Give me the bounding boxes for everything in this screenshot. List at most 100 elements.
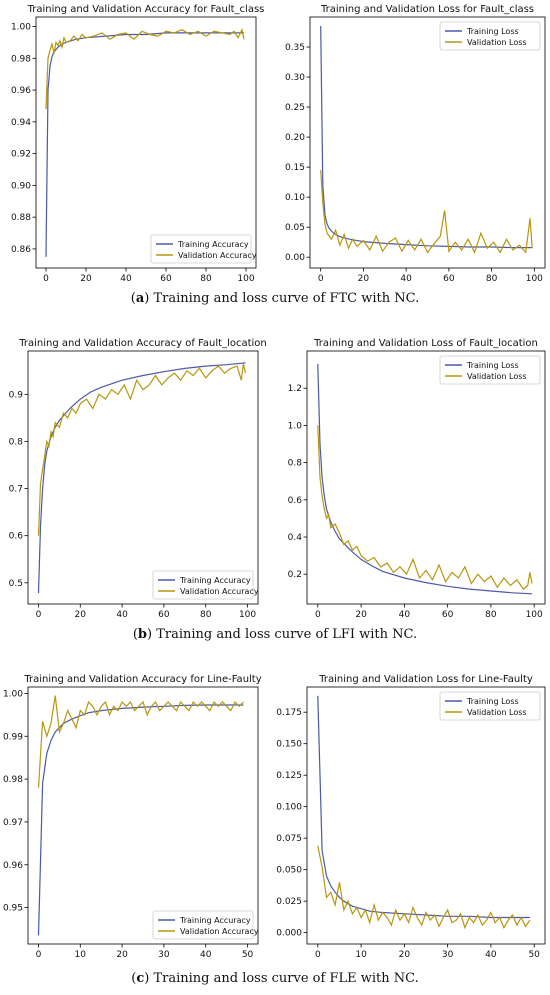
series-line-training (37, 362, 246, 594)
chart-title: Training and Validation Accuracy for Lin… (23, 674, 261, 685)
x-tick-label: 40 (400, 274, 412, 284)
legend: Training Loss Validation Loss (439, 21, 541, 51)
chart-title: Training and Validation Accuracy of Faul… (18, 338, 267, 349)
y-tick-label: 0.05 (285, 223, 305, 233)
y-tick-label: 0.20 (285, 133, 305, 143)
y-tick-label: 0.98 (11, 54, 31, 64)
legend-label-validation: Validation Accuracy (178, 251, 257, 260)
caption-a-letter: a (135, 291, 145, 306)
legend-label-training: Training Loss (466, 361, 519, 370)
x-tick-label: 40 (399, 610, 411, 620)
series-line-validation (320, 170, 533, 254)
x-tick-label: 60 (158, 610, 170, 620)
legend-label-validation: Validation Loss (467, 372, 527, 381)
chart-title: Training and Validation Loss for Fault_c… (320, 4, 534, 15)
y-tick-label: 0.5 (9, 579, 23, 589)
y-tick-label: 0.025 (276, 897, 302, 907)
y-tick-label: 0.10 (285, 193, 305, 203)
x-tick-label: 30 (158, 950, 170, 960)
y-tick-label: 0.075 (276, 834, 302, 844)
y-tick-label: 0.125 (276, 771, 302, 781)
legend-box (152, 570, 254, 600)
legend-label-validation: Validation Accuracy (180, 587, 259, 596)
y-tick-label: 0.050 (276, 866, 302, 876)
series-line-validation (45, 27, 245, 110)
y-tick-label: 0.000 (276, 929, 302, 939)
x-tick-label: 0 (43, 274, 49, 284)
legend: Training Loss Validation Loss (439, 691, 541, 721)
y-tick-label: 0.96 (3, 861, 23, 871)
y-tick-label: 0.96 (11, 86, 31, 96)
y-tick-label: 0.98 (3, 775, 23, 785)
x-tick-label: 20 (358, 274, 370, 284)
series-line-validation (317, 425, 533, 590)
caption-c-letter: c (136, 971, 145, 986)
y-tick-label: 0.4 (288, 533, 303, 543)
caption-c-text: Training and loss curve of FLE with NC. (149, 971, 419, 986)
x-tick-label: 0 (315, 950, 321, 960)
legend-label-validation: Validation Loss (467, 708, 527, 717)
series-line-validation (37, 695, 244, 788)
x-tick-label: 0 (318, 274, 324, 284)
x-tick-label: 100 (239, 610, 256, 620)
y-tick-label: 0.6 (9, 532, 24, 542)
x-tick-label: 40 (485, 950, 497, 960)
legend-label-validation: Validation Loss (467, 38, 527, 47)
plot-frame (306, 686, 546, 945)
x-tick-label: 60 (442, 610, 454, 620)
x-tick-label: 20 (399, 950, 411, 960)
y-tick-label: 0.99 (3, 732, 23, 742)
legend-label-training: Training Loss (466, 697, 519, 706)
x-tick-label: 100 (237, 274, 254, 284)
legend-box (439, 355, 541, 385)
x-tick-label: 0 (36, 610, 42, 620)
caption-b: (b) Training and loss curve of LFI with … (132, 627, 418, 642)
caption-b-text: Training and loss curve of LFI with NC. (152, 627, 418, 642)
y-tick-label: 0.25 (285, 103, 305, 113)
y-tick-label: 1.00 (11, 23, 31, 33)
y-tick-label: 0.97 (3, 818, 23, 828)
legend-label-training: Training Accuracy (179, 916, 251, 925)
y-tick-label: 0.8 (288, 459, 303, 469)
y-tick-label: 0.95 (3, 904, 23, 914)
x-tick-label: 10 (75, 950, 87, 960)
legend-box (439, 21, 541, 51)
plot-frame (35, 16, 257, 269)
chart-title: Training and Validation Loss for Line-Fa… (318, 674, 533, 685)
x-tick-label: 20 (75, 610, 87, 620)
y-tick-label: 0.9 (9, 390, 24, 400)
y-tick-label: 0.30 (285, 73, 305, 83)
series-line-training (320, 25, 533, 249)
x-tick-label: 0 (36, 950, 42, 960)
legend-box (152, 910, 254, 940)
x-tick-label: 80 (486, 274, 498, 284)
x-tick-label: 50 (528, 950, 540, 960)
plot-frame (27, 686, 259, 945)
caption-b-letter: b (137, 627, 148, 642)
legend: Training Accuracy Validation Accuracy (152, 910, 259, 940)
legend-box (150, 234, 252, 264)
caption-a: (a) Training and loss curve of FTC with … (130, 291, 420, 306)
legend: Training Accuracy Validation Accuracy (152, 570, 259, 600)
y-tick-label: 0.7 (9, 485, 23, 495)
plot-frame (27, 350, 259, 605)
y-tick-label: 1.0 (288, 421, 303, 431)
y-tick-label: 0.92 (11, 150, 31, 160)
series-line-training (317, 695, 530, 919)
series-line-training (45, 32, 244, 257)
x-tick-label: 20 (80, 274, 92, 284)
x-tick-label: 40 (200, 950, 212, 960)
x-tick-label: 0 (315, 610, 321, 620)
y-tick-label: 1.2 (288, 384, 302, 394)
x-tick-label: 10 (355, 950, 367, 960)
legend: Training Accuracy Validation Accuracy (150, 234, 257, 264)
y-tick-label: 0.94 (11, 118, 31, 128)
caption-c: (c) Training and loss curve of FLE with … (131, 971, 419, 986)
legend: Training Loss Validation Loss (439, 355, 541, 385)
x-tick-label: 80 (200, 274, 212, 284)
